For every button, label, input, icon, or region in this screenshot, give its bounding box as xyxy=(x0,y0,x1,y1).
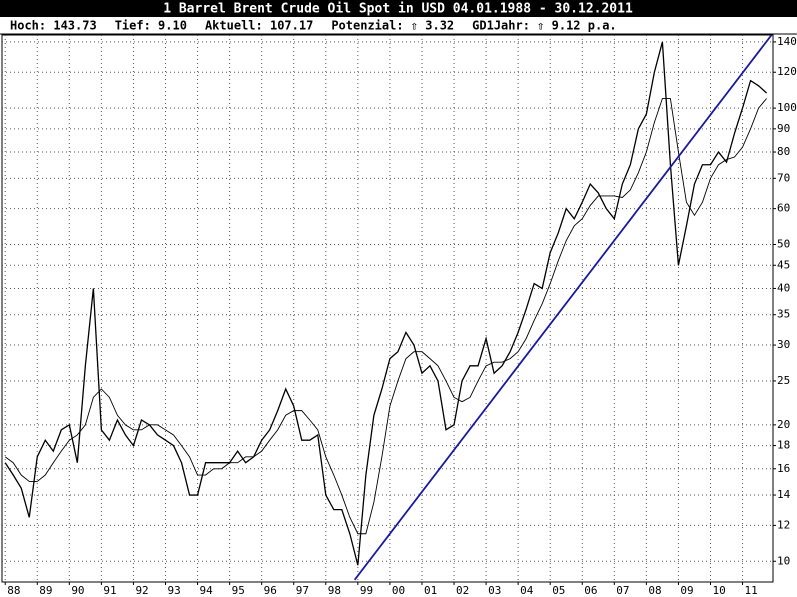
x-tick-label: 88 xyxy=(7,584,20,597)
y-tick-label: 45 xyxy=(777,258,790,271)
x-tick-label: 01 xyxy=(424,584,437,597)
stat-item: Hoch: 143.73 xyxy=(10,19,97,33)
title-bar xyxy=(0,0,797,17)
stat-item: Aktuell: 107.17 xyxy=(205,19,313,33)
trend-line xyxy=(353,35,773,581)
stat-item: Tief: 9.10 xyxy=(115,19,187,33)
x-tick-label: 00 xyxy=(392,584,405,597)
x-tick-label: 08 xyxy=(648,584,661,597)
y-tick-label: 70 xyxy=(777,171,790,184)
x-tick-label: 95 xyxy=(232,584,245,597)
x-tick-label: 93 xyxy=(167,584,180,597)
y-tick-label: 80 xyxy=(777,145,790,158)
y-tick-label: 30 xyxy=(777,338,790,351)
x-tick-label: 94 xyxy=(200,584,214,597)
y-tick-label: 90 xyxy=(777,122,790,135)
y-tick-label: 12 xyxy=(777,518,790,531)
y-tick-label: 120 xyxy=(777,65,797,78)
x-tick-label: 09 xyxy=(680,584,693,597)
y-tick-label: 25 xyxy=(777,374,790,387)
y-tick-label: 40 xyxy=(777,281,790,294)
x-tick-label: 10 xyxy=(712,584,725,597)
x-tick-label: 91 xyxy=(103,584,116,597)
y-tick-label: 14 xyxy=(777,488,791,501)
x-tick-label: 98 xyxy=(328,584,341,597)
stat-item: GD1Jahr: ⇧ 9.12 p.a. xyxy=(472,19,617,33)
chart-title: 1 Barrel Brent Crude Oil Spot in USD 04.… xyxy=(163,2,633,17)
y-tick-label: 18 xyxy=(777,439,790,452)
stat-item: Potenzial: ⇧ 3.32 xyxy=(331,19,454,33)
x-tick-label: 90 xyxy=(71,584,84,597)
y-tick-label: 100 xyxy=(777,101,797,114)
x-tick-label: 06 xyxy=(584,584,597,597)
x-tick-label: 04 xyxy=(520,584,534,597)
x-tick-label: 02 xyxy=(456,584,469,597)
x-tick-label: 11 xyxy=(745,584,758,597)
x-tick-label: 97 xyxy=(296,584,309,597)
x-tick-label: 92 xyxy=(135,584,148,597)
x-tick-label: 05 xyxy=(552,584,565,597)
y-tick-label: 60 xyxy=(777,202,790,215)
plot-frame xyxy=(1,34,774,583)
y-tick-label: 50 xyxy=(777,238,790,251)
x-tick-label: 99 xyxy=(360,584,373,597)
price-line xyxy=(4,98,767,535)
x-tick-label: 03 xyxy=(488,584,501,597)
x-tick-label: 07 xyxy=(616,584,629,597)
y-tick-label: 140 xyxy=(777,35,797,48)
x-tick-label: 89 xyxy=(39,584,52,597)
plot-area xyxy=(4,35,773,581)
y-tick-label: 16 xyxy=(777,462,790,475)
y-tick-label: 10 xyxy=(777,554,790,567)
y-tick-label: 35 xyxy=(777,308,790,321)
price-line xyxy=(4,41,768,566)
y-tick-label: 20 xyxy=(777,418,790,431)
x-tick-label: 96 xyxy=(264,584,277,597)
